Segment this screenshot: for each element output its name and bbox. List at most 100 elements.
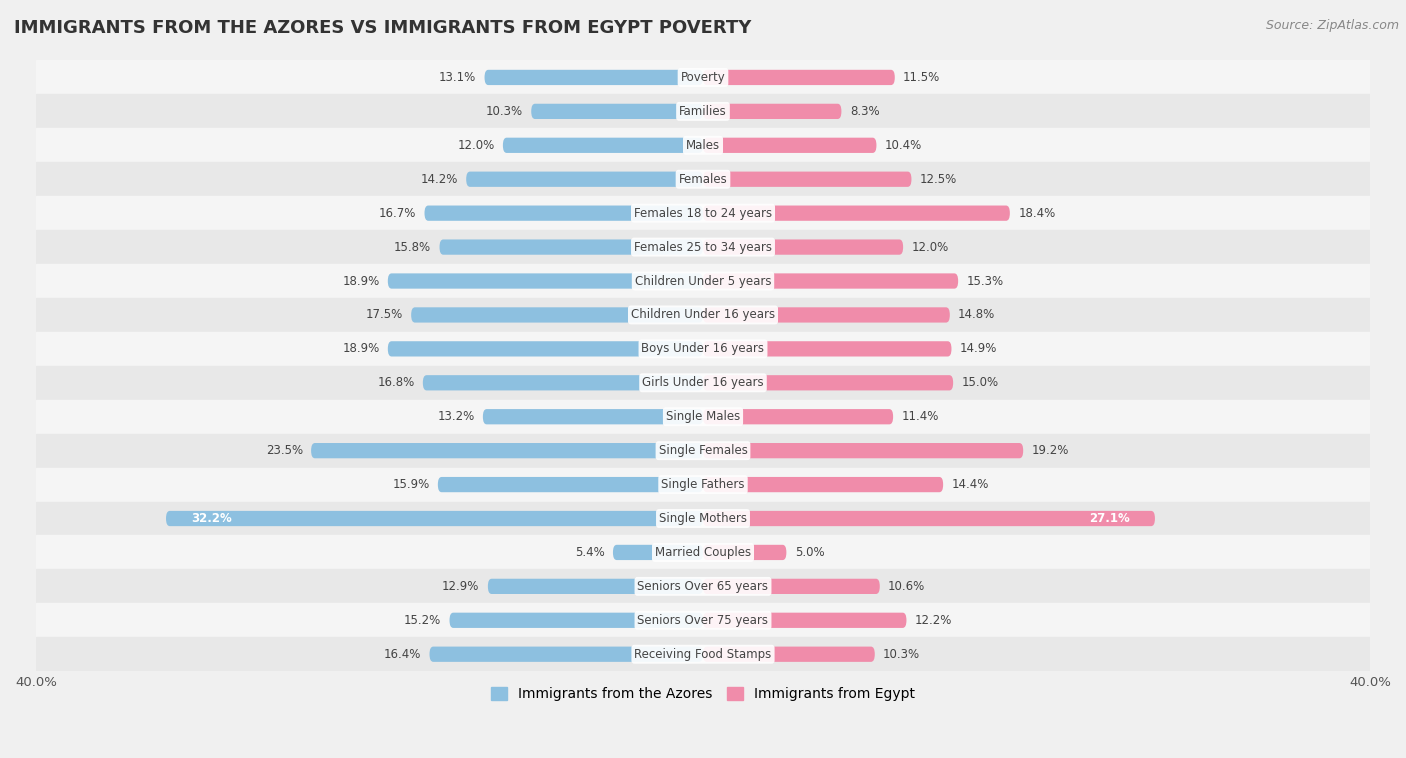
Text: 15.8%: 15.8% <box>394 240 432 254</box>
Text: 32.2%: 32.2% <box>191 512 232 525</box>
Text: Females 18 to 24 years: Females 18 to 24 years <box>634 207 772 220</box>
Text: 11.5%: 11.5% <box>903 71 941 84</box>
FancyBboxPatch shape <box>450 612 703 628</box>
Text: 14.9%: 14.9% <box>960 343 997 356</box>
Text: 12.0%: 12.0% <box>911 240 949 254</box>
Text: 12.9%: 12.9% <box>441 580 479 593</box>
Text: Seniors Over 75 years: Seniors Over 75 years <box>637 614 769 627</box>
Text: 16.8%: 16.8% <box>377 376 415 390</box>
Text: Males: Males <box>686 139 720 152</box>
FancyBboxPatch shape <box>311 443 703 459</box>
Text: 12.0%: 12.0% <box>457 139 495 152</box>
Text: Single Fathers: Single Fathers <box>661 478 745 491</box>
FancyBboxPatch shape <box>703 274 957 289</box>
FancyBboxPatch shape <box>388 274 703 289</box>
Text: 15.0%: 15.0% <box>962 376 998 390</box>
FancyBboxPatch shape <box>703 205 1010 221</box>
Bar <box>37 162 1369 196</box>
Text: Seniors Over 65 years: Seniors Over 65 years <box>637 580 769 593</box>
Bar <box>37 230 1369 264</box>
Bar <box>37 502 1369 535</box>
Text: 14.2%: 14.2% <box>420 173 458 186</box>
Text: 10.3%: 10.3% <box>485 105 523 118</box>
FancyBboxPatch shape <box>467 171 703 187</box>
Text: Source: ZipAtlas.com: Source: ZipAtlas.com <box>1265 19 1399 32</box>
Text: 13.1%: 13.1% <box>439 71 477 84</box>
Text: 27.1%: 27.1% <box>1090 512 1130 525</box>
Text: 8.3%: 8.3% <box>849 105 879 118</box>
Text: 10.3%: 10.3% <box>883 648 921 661</box>
FancyBboxPatch shape <box>703 70 894 85</box>
Text: Poverty: Poverty <box>681 71 725 84</box>
FancyBboxPatch shape <box>703 375 953 390</box>
Text: 14.4%: 14.4% <box>952 478 988 491</box>
Text: Females 25 to 34 years: Females 25 to 34 years <box>634 240 772 254</box>
Text: 5.0%: 5.0% <box>794 546 824 559</box>
Text: 12.2%: 12.2% <box>915 614 952 627</box>
Bar <box>37 535 1369 569</box>
FancyBboxPatch shape <box>703 409 893 424</box>
FancyBboxPatch shape <box>703 171 911 187</box>
Text: 23.5%: 23.5% <box>266 444 302 457</box>
Text: Single Females: Single Females <box>658 444 748 457</box>
Text: 18.9%: 18.9% <box>342 274 380 287</box>
Legend: Immigrants from the Azores, Immigrants from Egypt: Immigrants from the Azores, Immigrants f… <box>485 682 921 707</box>
FancyBboxPatch shape <box>166 511 703 526</box>
Bar <box>37 196 1369 230</box>
FancyBboxPatch shape <box>703 647 875 662</box>
Text: Children Under 5 years: Children Under 5 years <box>634 274 772 287</box>
FancyBboxPatch shape <box>703 104 841 119</box>
FancyBboxPatch shape <box>482 409 703 424</box>
Bar <box>37 128 1369 162</box>
Text: 18.4%: 18.4% <box>1018 207 1056 220</box>
FancyBboxPatch shape <box>440 240 703 255</box>
Text: IMMIGRANTS FROM THE AZORES VS IMMIGRANTS FROM EGYPT POVERTY: IMMIGRANTS FROM THE AZORES VS IMMIGRANTS… <box>14 19 751 37</box>
Text: Girls Under 16 years: Girls Under 16 years <box>643 376 763 390</box>
Text: Single Mothers: Single Mothers <box>659 512 747 525</box>
FancyBboxPatch shape <box>703 443 1024 459</box>
Text: 13.2%: 13.2% <box>437 410 475 423</box>
Text: Married Couples: Married Couples <box>655 546 751 559</box>
Bar <box>37 569 1369 603</box>
FancyBboxPatch shape <box>613 545 703 560</box>
FancyBboxPatch shape <box>429 647 703 662</box>
Bar <box>37 603 1369 637</box>
FancyBboxPatch shape <box>703 341 952 356</box>
FancyBboxPatch shape <box>485 70 703 85</box>
FancyBboxPatch shape <box>437 477 703 492</box>
Bar <box>37 264 1369 298</box>
Text: 18.9%: 18.9% <box>342 343 380 356</box>
Text: Boys Under 16 years: Boys Under 16 years <box>641 343 765 356</box>
FancyBboxPatch shape <box>488 579 703 594</box>
FancyBboxPatch shape <box>703 545 786 560</box>
Text: 15.3%: 15.3% <box>966 274 1004 287</box>
Text: 14.8%: 14.8% <box>957 309 995 321</box>
FancyBboxPatch shape <box>703 307 950 323</box>
Text: 17.5%: 17.5% <box>366 309 404 321</box>
Text: 19.2%: 19.2% <box>1032 444 1069 457</box>
Text: 16.4%: 16.4% <box>384 648 422 661</box>
FancyBboxPatch shape <box>703 240 903 255</box>
FancyBboxPatch shape <box>703 511 1154 526</box>
Text: 11.4%: 11.4% <box>901 410 939 423</box>
Bar <box>37 468 1369 502</box>
Text: 15.9%: 15.9% <box>392 478 429 491</box>
Bar <box>37 95 1369 128</box>
Bar <box>37 332 1369 366</box>
Text: Families: Families <box>679 105 727 118</box>
Bar <box>37 366 1369 399</box>
FancyBboxPatch shape <box>531 104 703 119</box>
Bar <box>37 434 1369 468</box>
FancyBboxPatch shape <box>503 138 703 153</box>
FancyBboxPatch shape <box>703 579 880 594</box>
FancyBboxPatch shape <box>411 307 703 323</box>
Text: Single Males: Single Males <box>666 410 740 423</box>
FancyBboxPatch shape <box>425 205 703 221</box>
Bar <box>37 61 1369 95</box>
Text: Females: Females <box>679 173 727 186</box>
Text: 10.6%: 10.6% <box>889 580 925 593</box>
Text: 10.4%: 10.4% <box>884 139 922 152</box>
Text: 5.4%: 5.4% <box>575 546 605 559</box>
FancyBboxPatch shape <box>703 612 907 628</box>
Bar <box>37 399 1369 434</box>
